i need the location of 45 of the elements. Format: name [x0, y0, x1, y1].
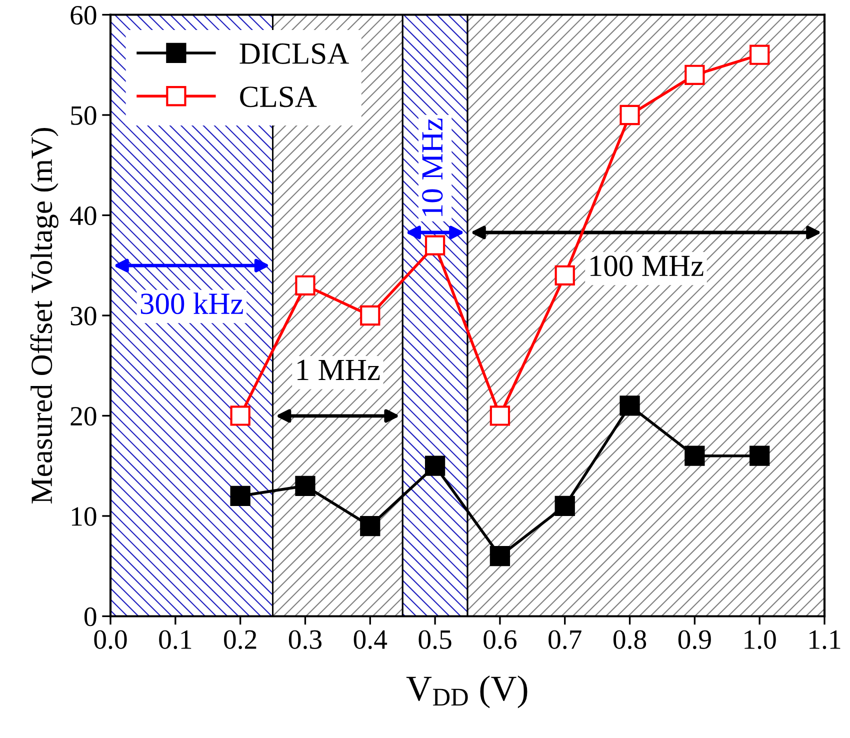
y-axis-title: Measured Offset Voltage (mV): [30, 128, 58, 504]
x-axis-title: V$_{DD}$ (V): [406, 675, 528, 708]
x-tick-label: 1.1: [810, 630, 840, 650]
legend-label: DICLSA: [240, 43, 349, 64]
x-tick-label: 0.2: [224, 630, 256, 650]
point: [750, 446, 770, 466]
y-tick-label: 30: [70, 306, 96, 326]
x-tick-label: 0.3: [288, 630, 322, 650]
band-label: 1 MHz: [298, 360, 380, 380]
x-tick-label: 0.7: [548, 630, 582, 650]
point: [684, 446, 705, 466]
point: [230, 486, 250, 506]
point: [684, 64, 705, 85]
band-label: 300 kHz: [140, 292, 243, 314]
y-tick-label: 50: [71, 106, 96, 125]
y-tick-label: 20: [70, 406, 96, 426]
point: [620, 104, 640, 126]
y-tick-label: 60: [70, 6, 96, 25]
y-tick-label: 40: [70, 206, 96, 226]
y-tick-label: 10: [72, 507, 96, 526]
point: [490, 406, 510, 426]
point: [295, 476, 316, 496]
x-tick-label: 0.0: [94, 630, 127, 650]
x-tick-label: 0.4: [354, 630, 388, 650]
x-tick-label: 0.5: [418, 630, 452, 650]
point: [620, 396, 640, 416]
point: [360, 305, 380, 326]
x-tick-label: 0.1: [159, 630, 192, 650]
point: [230, 406, 250, 426]
band-label: 10 MHz: [422, 118, 443, 216]
x-tick-label: 1.0: [744, 630, 776, 650]
point: [360, 516, 380, 536]
x-tick-label: 0.9: [678, 630, 711, 650]
point: [424, 235, 446, 256]
band-label: 100 MHz: [590, 256, 704, 276]
point: [554, 265, 575, 286]
point: [554, 496, 575, 516]
x-tick-label: 0.8: [613, 630, 646, 650]
point: [424, 456, 446, 476]
point: [750, 44, 770, 65]
point: [490, 546, 510, 566]
y-tick-label: 0: [84, 607, 96, 626]
point: [295, 275, 316, 296]
legend-label: CLSA: [240, 86, 317, 108]
x-tick-label: 0.6: [484, 630, 516, 650]
